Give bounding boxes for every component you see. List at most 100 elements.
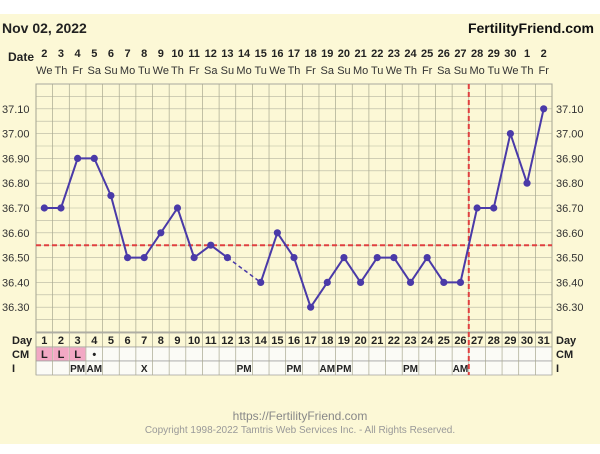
day-number: 9 [174, 335, 180, 347]
row-label-day-right: Day [556, 335, 577, 347]
weekday-label: Sa [437, 65, 451, 77]
footer-copyright: Copyright 1998-2022 Tamtris Web Services… [0, 425, 600, 436]
date-label: 12 [205, 48, 217, 60]
date-label: 24 [404, 48, 417, 60]
weekday-label: Mo [469, 65, 484, 77]
day-number: 3 [75, 335, 81, 347]
day-number: 13 [238, 335, 250, 347]
date-label: 3 [58, 48, 64, 60]
date-label: 23 [388, 48, 400, 60]
day-number: 30 [521, 335, 533, 347]
temp-point [390, 254, 397, 261]
y-tick-label-left: 36.30 [2, 302, 30, 314]
intercourse-mark: PM [336, 364, 351, 375]
day-number: 23 [404, 335, 416, 347]
temp-point [357, 279, 364, 286]
temp-point [191, 254, 198, 261]
temp-point [490, 204, 497, 211]
temp-point [407, 279, 414, 286]
temp-point [174, 204, 181, 211]
temp-point [424, 254, 431, 261]
y-tick-label-right: 37.10 [556, 104, 584, 116]
weekday-label: We [386, 65, 402, 77]
temp-point [374, 254, 381, 261]
weekday-label: We [36, 65, 52, 77]
day-number: 20 [354, 335, 366, 347]
y-tick-label-left: 37.10 [2, 104, 30, 116]
date-label: 14 [238, 48, 251, 60]
y-tick-label-right: 36.70 [556, 203, 584, 215]
temp-point [540, 105, 547, 112]
temp-point [224, 254, 231, 261]
y-tick-label-right: 36.60 [556, 228, 584, 240]
day-number: 10 [188, 335, 200, 347]
day-number: 8 [158, 335, 164, 347]
day-number: 31 [538, 335, 550, 347]
day-number: 4 [91, 335, 98, 347]
temp-point [324, 279, 331, 286]
date-label: 29 [488, 48, 500, 60]
weekday-label: Tu [138, 65, 150, 77]
day-number: 1 [41, 335, 47, 347]
footer-url[interactable]: https://FertilityFriend.com [0, 409, 600, 423]
y-tick-label-left: 36.90 [2, 153, 30, 165]
date-label: 11 [188, 48, 200, 60]
intercourse-mark: PM [237, 364, 252, 375]
weekday-label: Fr [72, 65, 83, 77]
y-tick-label-right: 36.30 [556, 302, 584, 314]
y-tick-label-right: 36.50 [556, 253, 584, 265]
date-label: 16 [271, 48, 283, 60]
weekday-label: We [269, 65, 285, 77]
row-label-date: Date [8, 50, 34, 64]
day-number: 16 [288, 335, 300, 347]
intercourse-mark: AM [320, 364, 336, 375]
day-number: 18 [321, 335, 333, 347]
temp-point [41, 204, 48, 211]
temp-point [274, 229, 281, 236]
y-tick-label-right: 36.80 [556, 178, 584, 190]
y-tick-label-left: 36.60 [2, 228, 30, 240]
day-number: 19 [338, 335, 350, 347]
intercourse-mark: X [141, 364, 148, 375]
weekday-label: Su [104, 65, 117, 77]
weekday-label: Sa [204, 65, 218, 77]
date-label: 1 [524, 48, 530, 60]
y-tick-label-left: 36.40 [2, 277, 30, 289]
weekday-label: Th [521, 65, 534, 77]
date-label: 5 [91, 48, 97, 60]
weekday-label: Fr [538, 65, 549, 77]
row-label-i-left: I [12, 363, 15, 375]
day-number: 21 [371, 335, 383, 347]
weekday-label: Sa [88, 65, 102, 77]
weekday-label: Su [454, 65, 467, 77]
temp-point [440, 279, 447, 286]
temp-point [57, 204, 64, 211]
date-label: 25 [421, 48, 433, 60]
date-label: 20 [338, 48, 350, 60]
weekday-label: Fr [189, 65, 200, 77]
day-number: 12 [221, 335, 233, 347]
cm-value: L [41, 349, 48, 361]
date-label: 28 [471, 48, 483, 60]
intercourse-mark: AM [453, 364, 469, 375]
date-label: 27 [454, 48, 466, 60]
day-number: 29 [504, 335, 516, 347]
date-label: 6 [108, 48, 114, 60]
date-label: 4 [75, 48, 82, 60]
intercourse-mark: AM [86, 364, 102, 375]
y-tick-label-right: 37.00 [556, 129, 584, 141]
bbt-chart: 36.30 36.3036.40 36.4036.50 36.5036.60 36.60… [0, 0, 600, 454]
weekday-label: Fr [305, 65, 316, 77]
temp-point [74, 155, 81, 162]
temp-point [457, 279, 464, 286]
date-label: 22 [371, 48, 383, 60]
cm-value: L [74, 349, 81, 361]
temp-point [141, 254, 148, 261]
weekday-label: Mo [236, 65, 251, 77]
day-number: 25 [438, 335, 450, 347]
day-number: 24 [421, 335, 434, 347]
row-label-cm-left: CM [12, 349, 29, 361]
intercourse-mark: PM [403, 364, 418, 375]
date-label: 2 [41, 48, 47, 60]
date-label: 9 [158, 48, 164, 60]
